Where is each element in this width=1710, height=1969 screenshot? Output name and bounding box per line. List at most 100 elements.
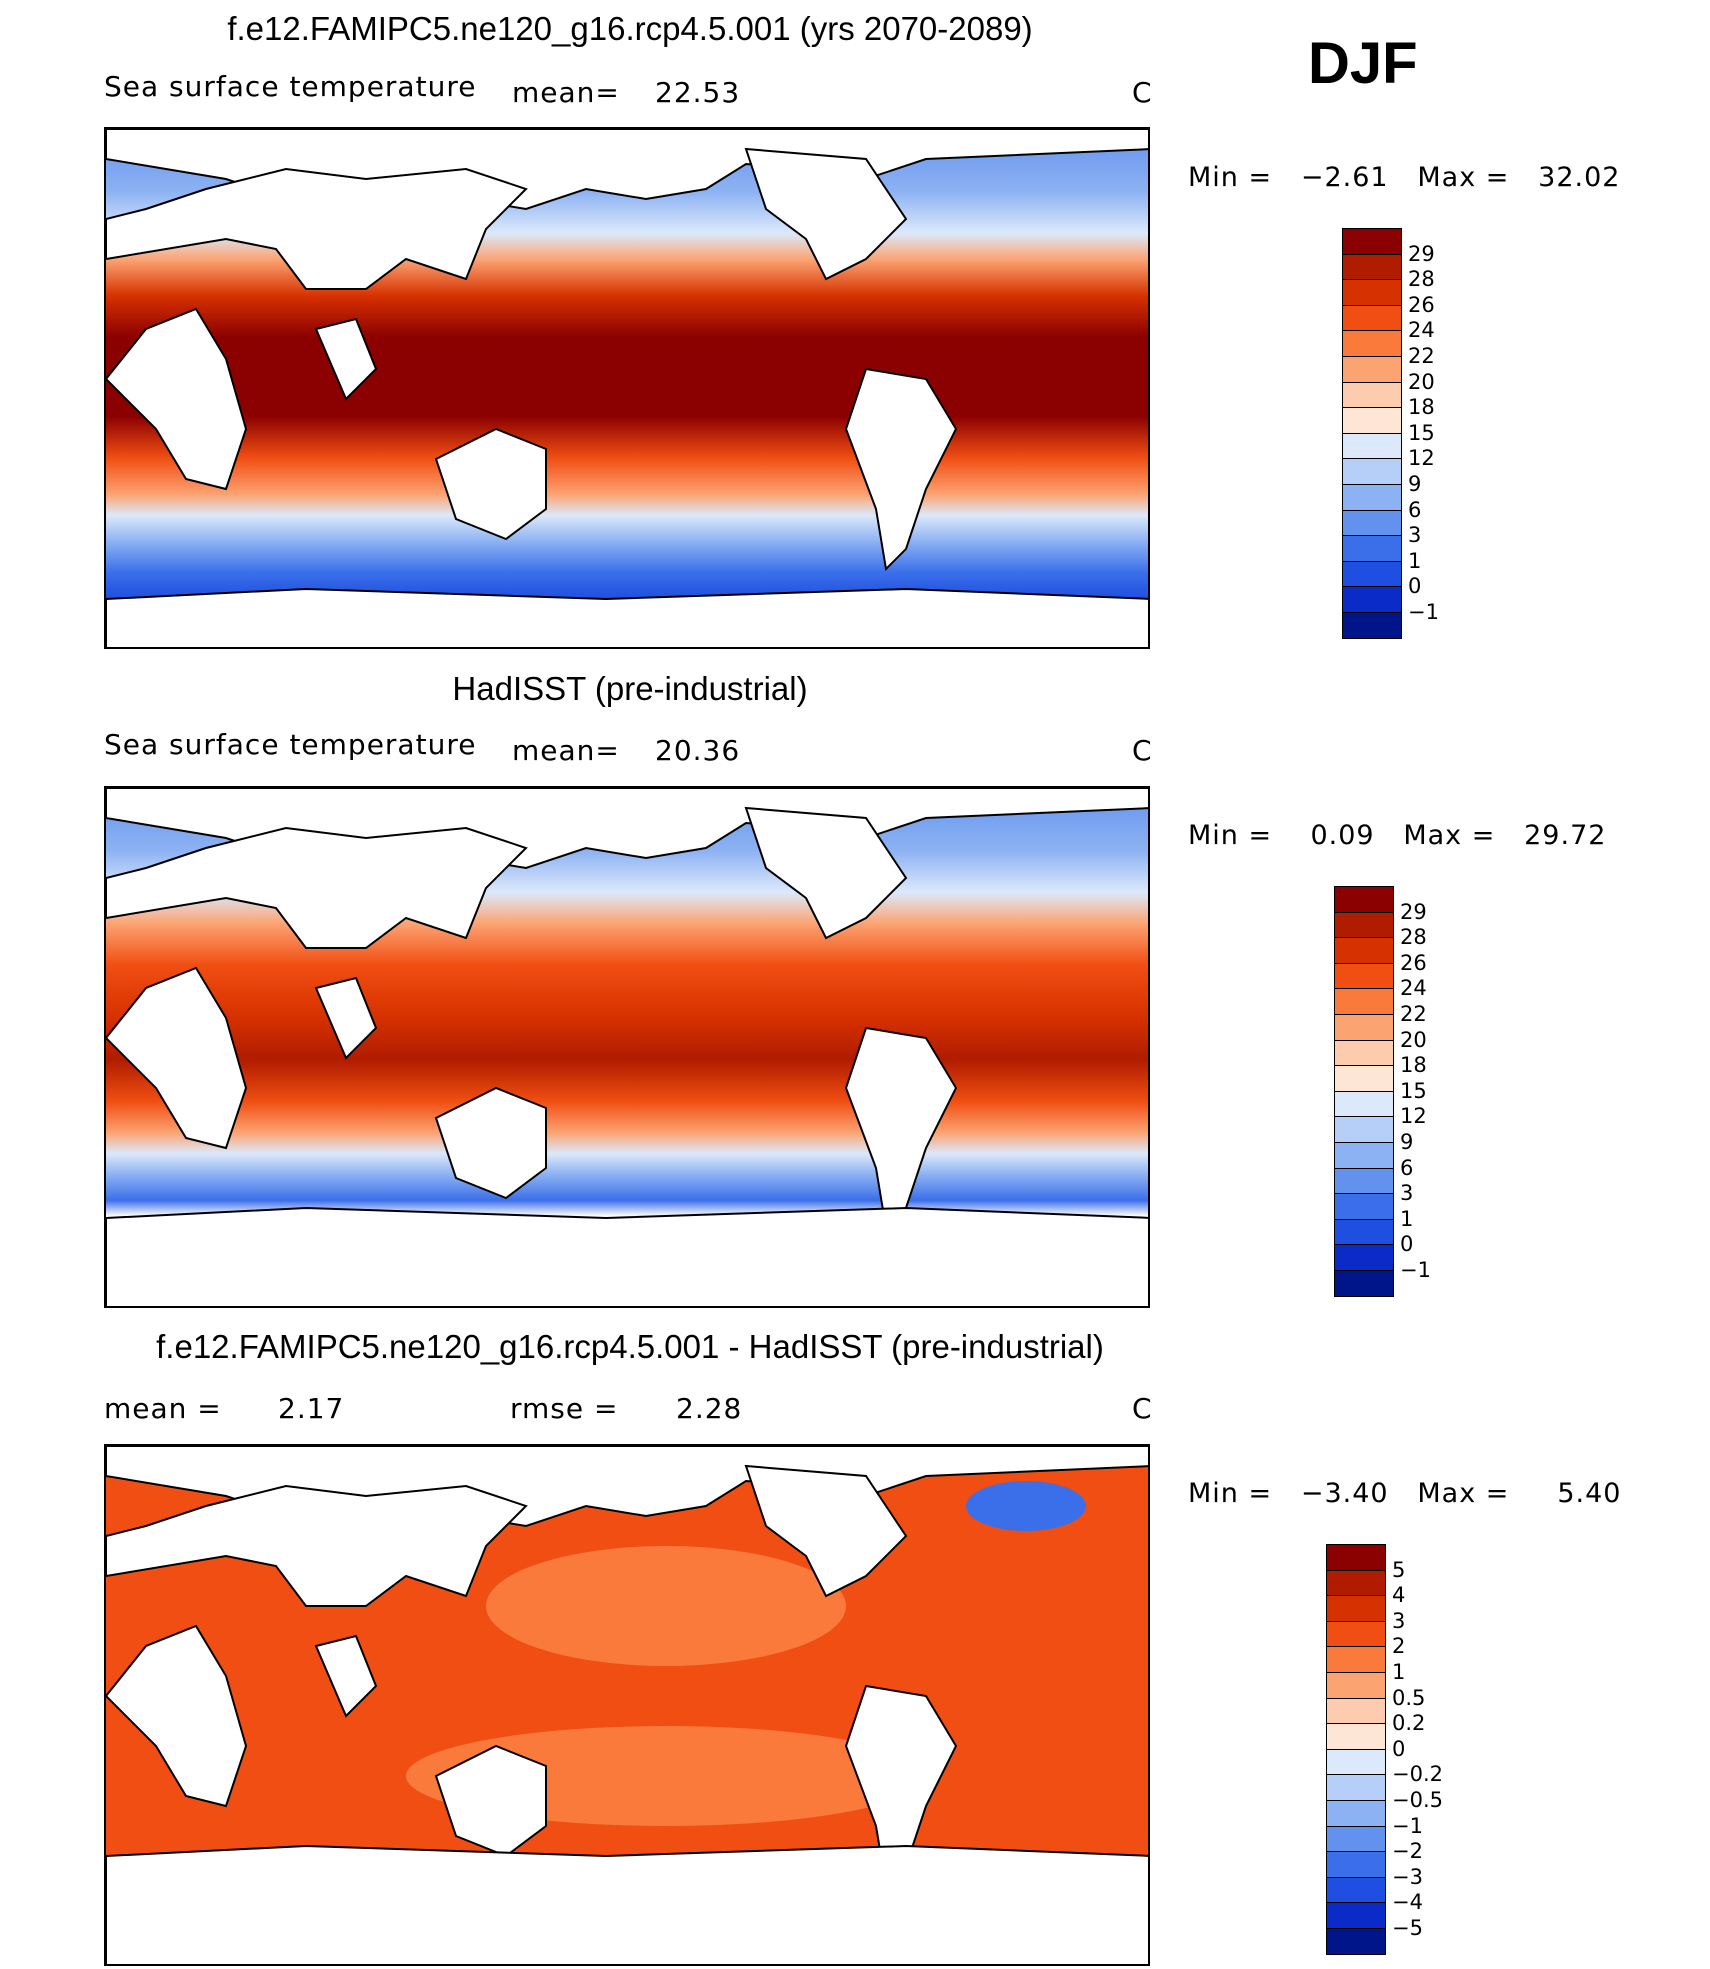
colorbar-tick-label: 24 [1408,318,1435,343]
colorbar-tick-label: 28 [1408,267,1435,292]
colorbar-tick-label: −1 [1408,600,1439,624]
panel-2-units: C [1132,734,1153,767]
colorbar-segment [1342,458,1402,485]
colorbar-segment [1342,304,1402,332]
colorbar-tick-label: 6 [1400,1155,1414,1180]
colorbar-segment [1326,1544,1386,1571]
panel-1-min-value: −2.61 [1300,162,1389,193]
colorbar-tick-label: 0 [1400,1232,1414,1257]
panel-3-max-label: Max = [1417,1478,1510,1509]
panel-1-max-value: 32.02 [1538,162,1621,193]
colorbar-tick-label: −3 [1392,1864,1423,1889]
colorbar-tick-label: 4 [1392,1583,1406,1608]
colorbar-tick-label: −1 [1400,1258,1431,1282]
colorbar-segment [1326,1851,1386,1878]
colorbar-tick-label: 20 [1400,1027,1427,1052]
colorbar-segment [1342,381,1402,409]
panel-1-units: C [1132,76,1153,109]
panel-3-mean-label: mean = [104,1392,222,1425]
colorbar-segment [1334,1142,1394,1169]
panel-2-mean-label: mean= [512,734,620,767]
panel-3-title: f.e12.FAMIPC5.ne120_g16.rcp4.5.001 - Had… [156,1328,1104,1365]
colorbar-segment [1334,1244,1394,1271]
colorbar-tick-label: 20 [1408,369,1435,394]
colorbar-tick-label: 29 [1408,241,1435,266]
colorbar-tick-label: 22 [1400,1002,1427,1026]
colorbar-segment [1342,484,1402,511]
panel-1-continents [106,129,1148,647]
colorbar-segment [1326,1902,1386,1929]
colorbar-segment [1334,1014,1394,1041]
colorbar-segment [1334,886,1394,913]
colorbar-segment [1334,1039,1394,1067]
panel-3-minmax: Min = −3.40 Max = 5.40 [1188,1478,1621,1509]
colorbar-tick-label: 9 [1408,472,1422,496]
colorbar-segment [1342,509,1402,537]
colorbar-segment [1334,1065,1394,1092]
colorbar-segment [1334,1193,1394,1220]
colorbar-segment [1342,432,1402,460]
colorbar-segment [1334,937,1394,964]
colorbar-segment [1326,1876,1386,1904]
colorbar-tick-label: 3 [1408,523,1422,548]
colorbar-tick-label: −4 [1392,1890,1423,1915]
colorbar-segment [1326,1748,1386,1776]
colorbar-tick-label: 29 [1400,899,1427,924]
colorbar-tick-label: 26 [1400,950,1427,975]
panel-2-continents [106,788,1148,1306]
panel-1-min-label: Min = [1188,162,1273,193]
colorbar-tick-label: 26 [1408,292,1435,317]
colorbar-segment [1326,1928,1386,1955]
panel-2-map [104,786,1150,1308]
colorbar-segment [1342,356,1402,383]
panel-2-title: HadISST (pre-industrial) [452,670,808,707]
panel-2-min-value: 0.09 [1310,820,1375,851]
colorbar-segment [1334,962,1394,990]
colorbar-segment [1342,560,1402,588]
colorbar-tick-label: 28 [1400,925,1427,950]
panel-3-units: C [1132,1392,1153,1425]
colorbar-tick-label: 24 [1400,976,1427,1001]
colorbar-segment [1342,253,1402,281]
panel-3-map [104,1444,1150,1966]
season-label: DJF [1308,31,1418,96]
colorbar-segment [1326,1697,1386,1725]
colorbar-tick-label: 12 [1400,1104,1427,1129]
colorbar-tick-label: 12 [1408,446,1435,471]
colorbar-tick-label: −0.5 [1392,1788,1443,1812]
colorbar-segment [1326,1723,1386,1750]
panel-1-mean-value: 22.53 [655,76,741,109]
colorbar-segment [1342,535,1402,562]
colorbar-tick-label: 3 [1392,1608,1406,1633]
panel-1-title: f.e12.FAMIPC5.ne120_g16.rcp4.5.001 (yrs … [227,10,1033,47]
colorbar-segment [1334,1167,1394,1195]
colorbar-segment [1326,1620,1386,1648]
colorbar-tick-label: 0 [1392,1736,1406,1761]
colorbar-segment [1342,612,1402,639]
colorbar-tick-label: 0.5 [1392,1685,1426,1710]
colorbar-tick-label: 15 [1400,1078,1427,1103]
panel-2-max-label: Max = [1403,820,1496,851]
panel-3-min-value: −3.40 [1300,1478,1389,1509]
panel-2-variable-label: Sea surface temperature [104,728,477,761]
colorbar-tick-label: 22 [1408,344,1435,368]
colorbar-segment [1342,279,1402,306]
colorbar-segment [1334,1090,1394,1118]
colorbar-tick-label: −5 [1392,1916,1423,1940]
colorbar-tick-label: 0.2 [1392,1711,1426,1736]
panel-3-rmse-label: rmse = [510,1392,619,1425]
colorbar-segment [1342,228,1402,255]
colorbar-tick-label: 1 [1392,1660,1406,1684]
colorbar-tick-label: 0 [1408,574,1422,599]
panel-2-min-label: Min = [1188,820,1273,851]
colorbar-segment [1326,1825,1386,1853]
panel-1-variable-label: Sea surface temperature [104,70,477,103]
colorbar-segment [1334,1116,1394,1143]
panel-3-min-label: Min = [1188,1478,1273,1509]
panel-3-continents [106,1446,1148,1964]
panel-1-mean-label: mean= [512,76,620,109]
colorbar-segment [1326,1672,1386,1699]
colorbar-segment [1342,586,1402,613]
colorbar-segment [1342,407,1402,434]
panel-3-rmse-value: 2.28 [676,1392,743,1425]
